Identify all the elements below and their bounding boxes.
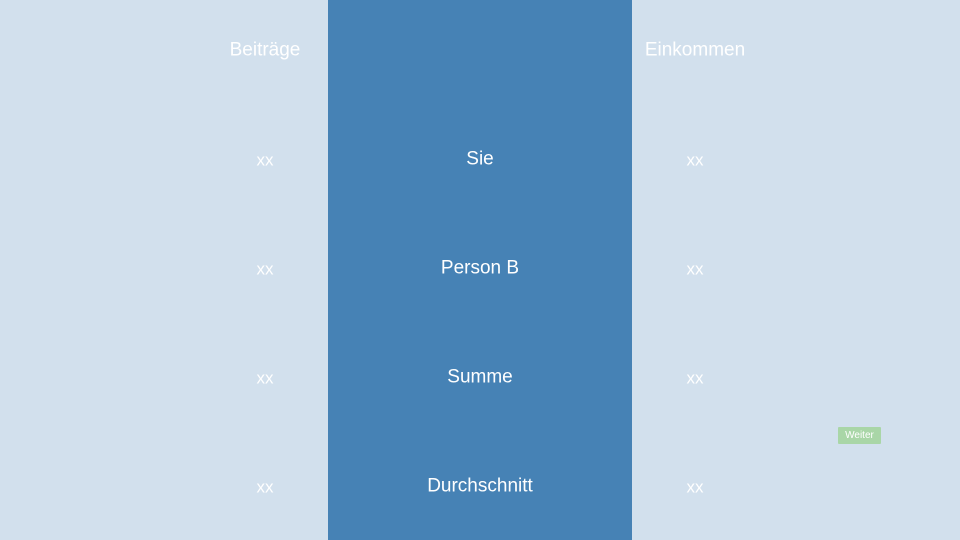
next-button[interactable]: Weiter	[838, 427, 881, 444]
contributions-header: Beiträge	[229, 39, 301, 61]
next-button-label: Weiter	[845, 430, 874, 441]
contribution-value-sum: xx	[256, 368, 274, 388]
income-value-sum: xx	[686, 368, 704, 388]
contribution-value-average: xx	[256, 477, 274, 497]
row-label-average: Durchschnitt	[427, 475, 533, 497]
center-panel	[328, 0, 632, 540]
contribution-value-person-b: xx	[256, 259, 274, 279]
row-label-sum: Summe	[447, 366, 513, 388]
contribution-value-you: xx	[256, 150, 274, 170]
income-value-person-b: xx	[686, 259, 704, 279]
income-value-average: xx	[686, 477, 704, 497]
row-label-you: Sie	[466, 148, 494, 170]
income-value-you: xx	[686, 150, 704, 170]
income-header: Einkommen	[644, 39, 746, 61]
row-label-person-b: Person B	[440, 257, 520, 279]
